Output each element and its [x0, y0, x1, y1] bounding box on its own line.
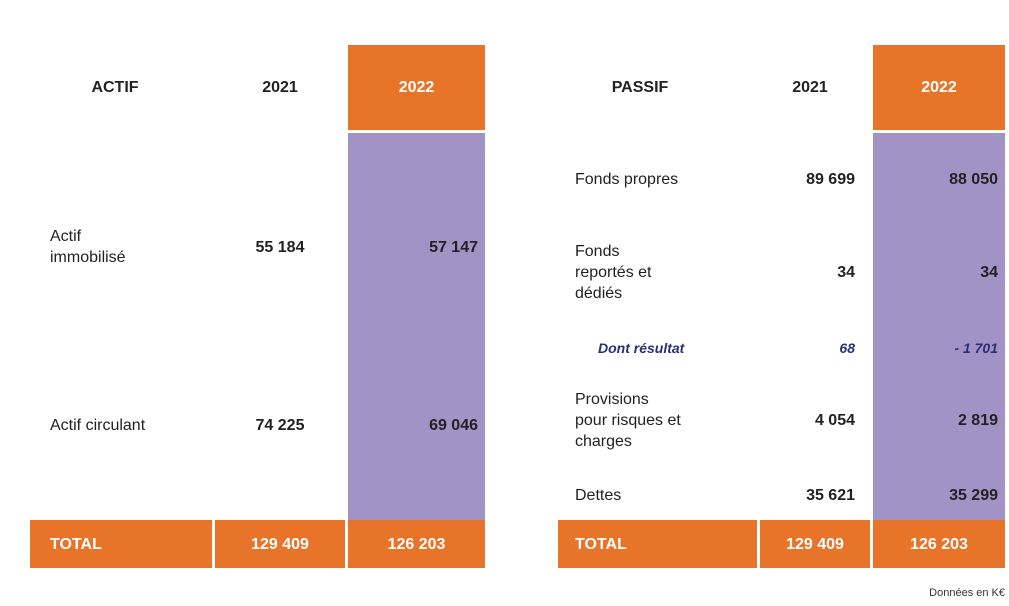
value: 55 184: [255, 238, 305, 256]
row-label: Fonds propres: [575, 170, 679, 188]
total-label: TOTAL: [575, 535, 627, 553]
header-highlight: [873, 45, 1005, 130]
header-cell: 2022: [398, 79, 435, 96]
total-value: 129 409: [251, 535, 309, 553]
value: 4 054: [814, 411, 855, 429]
separator: [345, 520, 348, 568]
value: 68: [839, 339, 855, 356]
header-cell: 2021: [262, 79, 298, 96]
value: 34: [980, 263, 998, 281]
value: 35 299: [949, 486, 998, 504]
header-cell: 2021: [792, 79, 828, 96]
header-cell: ACTIF: [91, 79, 139, 96]
row-label: Actif immobilisé: [50, 228, 126, 266]
value: 35 621: [806, 486, 855, 504]
total-value: 129 409: [786, 535, 844, 553]
value: - 1 701: [954, 339, 998, 356]
value: 2 819: [957, 411, 998, 429]
row-label: Provisions pour risques et charges: [575, 391, 681, 450]
value: 88 050: [949, 170, 998, 188]
total-row: [558, 520, 1005, 568]
total-value: 126 203: [387, 535, 446, 553]
value: 69 046: [429, 416, 478, 434]
total-label: TOTAL: [50, 535, 102, 553]
value: 89 699: [806, 170, 855, 188]
row-label: Dettes: [575, 486, 622, 504]
value: 34: [837, 263, 855, 281]
column-highlight: [873, 133, 1005, 520]
value: 74 225: [255, 416, 305, 434]
row-label: Dont résultat: [598, 339, 685, 356]
column-highlight: [348, 133, 485, 520]
separator: [757, 520, 760, 568]
row-label: Fonds reportés et dédiés: [575, 243, 652, 302]
footnote: Données en K€: [929, 586, 1005, 599]
row-label: Actif circulant: [50, 416, 146, 434]
header-highlight: [348, 45, 485, 130]
total-value: 126 203: [910, 535, 968, 553]
header-cell: 2022: [921, 79, 957, 96]
separator: [870, 520, 873, 568]
header-cell: PASSIF: [611, 79, 669, 96]
total-row: [30, 520, 485, 568]
separator: [212, 520, 215, 568]
value: 57 147: [429, 238, 478, 256]
